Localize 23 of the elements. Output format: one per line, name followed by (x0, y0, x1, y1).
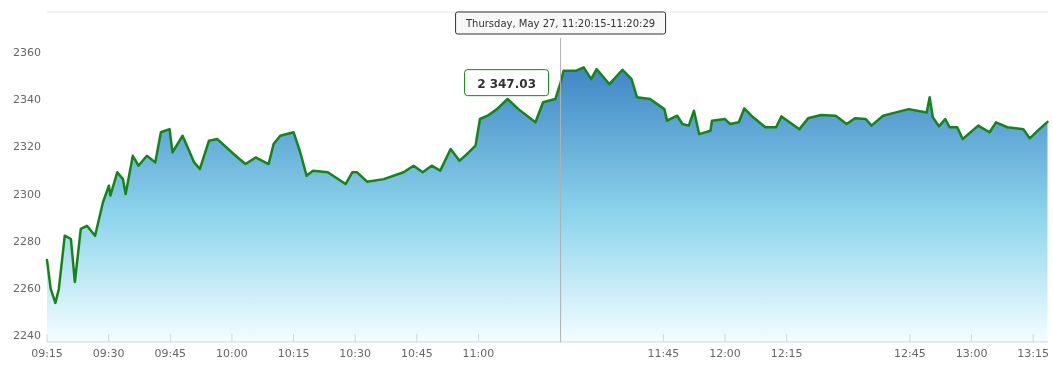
x-tick-label: 10:15 (277, 347, 310, 360)
x-tick-label: 09:15 (31, 347, 63, 360)
y-tick-label: 2320 (13, 140, 41, 154)
y-tick-label: 2240 (13, 328, 41, 342)
x-tick-label: 12:45 (894, 347, 926, 360)
y-tick-label: 2260 (13, 281, 41, 295)
y-tick-label: 2280 (13, 234, 41, 248)
x-tick-label: 12:15 (770, 347, 803, 360)
annotation: 2 347.03 (477, 76, 536, 91)
x-tick-label: 11:00 (462, 347, 495, 360)
x-tick-label: 12:00 (709, 347, 741, 360)
x-tick-label: 13:15 (1017, 347, 1050, 360)
x-tick-label: 13:00 (955, 347, 988, 360)
x-tick-label: 10:00 (216, 347, 248, 360)
x-tick-label: 11:45 (647, 347, 680, 360)
x-tick-label: 10:30 (339, 347, 372, 360)
y-tick-label: 2300 (13, 187, 41, 201)
y-tick-label: 2360 (13, 46, 41, 60)
x-tick-label: 10:45 (400, 347, 433, 360)
y-tick-label: 2340 (13, 93, 41, 107)
annotation: Thursday, May 27, 11:20:15-11:20:29 (464, 18, 656, 29)
x-tick-label: 09:45 (154, 347, 187, 360)
x-tick-label: 09:30 (92, 347, 125, 360)
